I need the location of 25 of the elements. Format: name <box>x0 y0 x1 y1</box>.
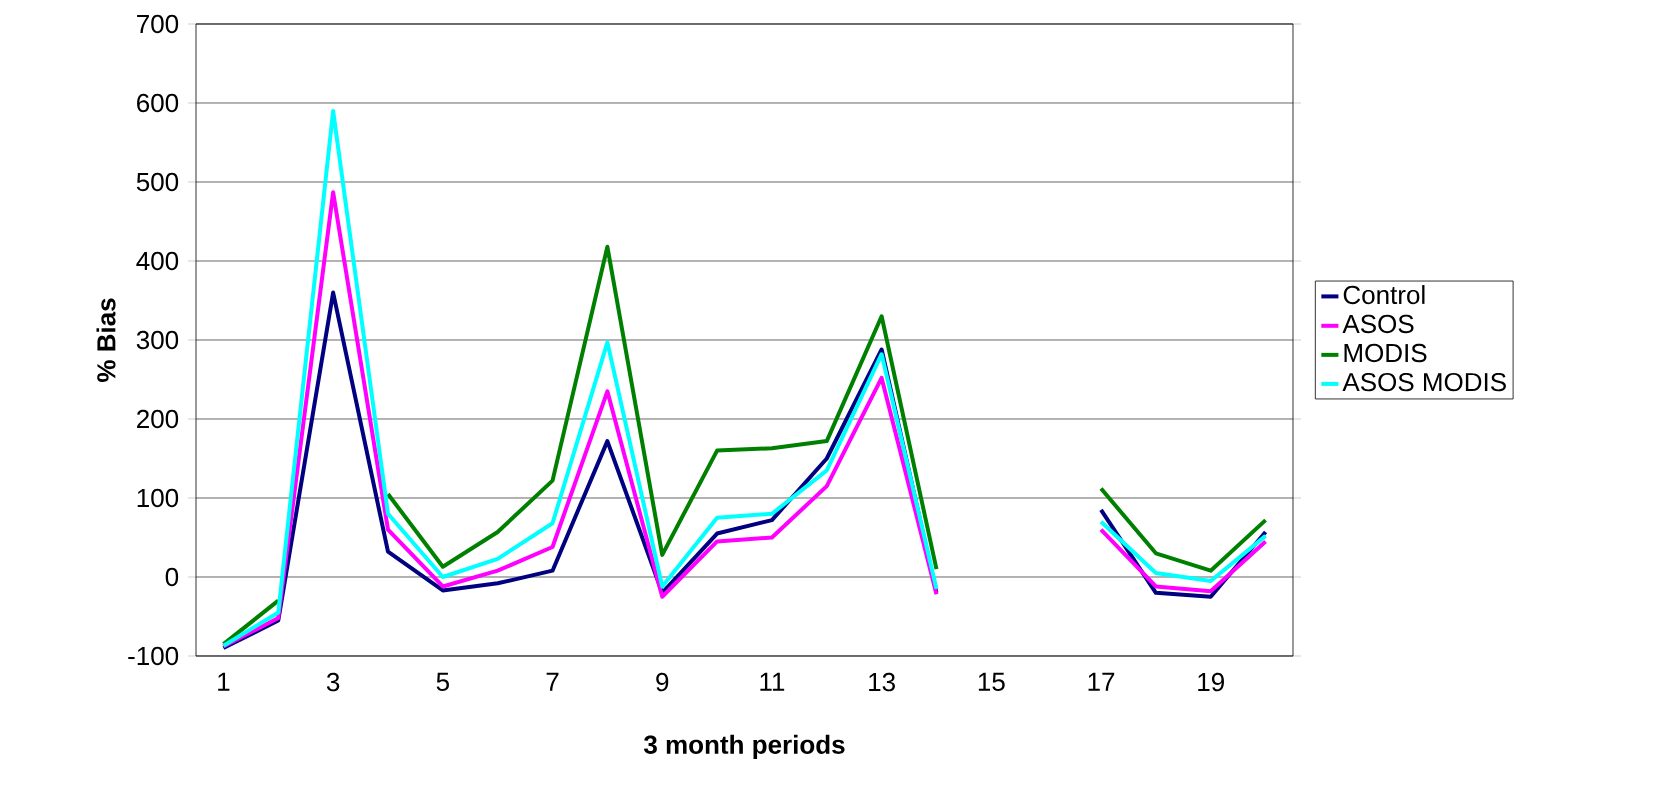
legend-label: MODIS <box>1344 343 1427 363</box>
y-tick-label: -100 <box>128 646 179 666</box>
x-tick-label: 9 <box>656 672 669 692</box>
x-tick-label: 7 <box>546 672 559 691</box>
y-tick-label: 400 <box>136 251 179 271</box>
legend-label: ASOS <box>1342 314 1414 334</box>
y-tick-label: 700 <box>137 14 179 34</box>
x-tick-label: 5 <box>436 672 449 691</box>
y-tick-label: 600 <box>137 93 179 113</box>
legend-label: Control <box>1343 285 1425 305</box>
y-axis-title: % Bias <box>96 298 116 382</box>
x-tick-label: 1 <box>218 672 230 691</box>
x-tick-label: 3 <box>326 672 340 692</box>
y-tick-label: 500 <box>136 172 179 192</box>
y-tick-label: 0 <box>165 567 179 587</box>
y-tick-label: 300 <box>136 330 179 350</box>
x-tick-label: 17 <box>1088 672 1115 691</box>
y-tick-label: 200 <box>137 409 179 429</box>
x-tick-label: 19 <box>1198 672 1224 692</box>
x-tick-label: 13 <box>869 672 895 692</box>
legend-label: ASOS MODIS <box>1342 372 1506 392</box>
y-tick-label: 100 <box>137 488 179 508</box>
x-tick-label: 11 <box>760 672 785 691</box>
x-tick-label: 15 <box>978 672 1005 691</box>
x-axis-title: 3 month periods <box>643 734 845 760</box>
